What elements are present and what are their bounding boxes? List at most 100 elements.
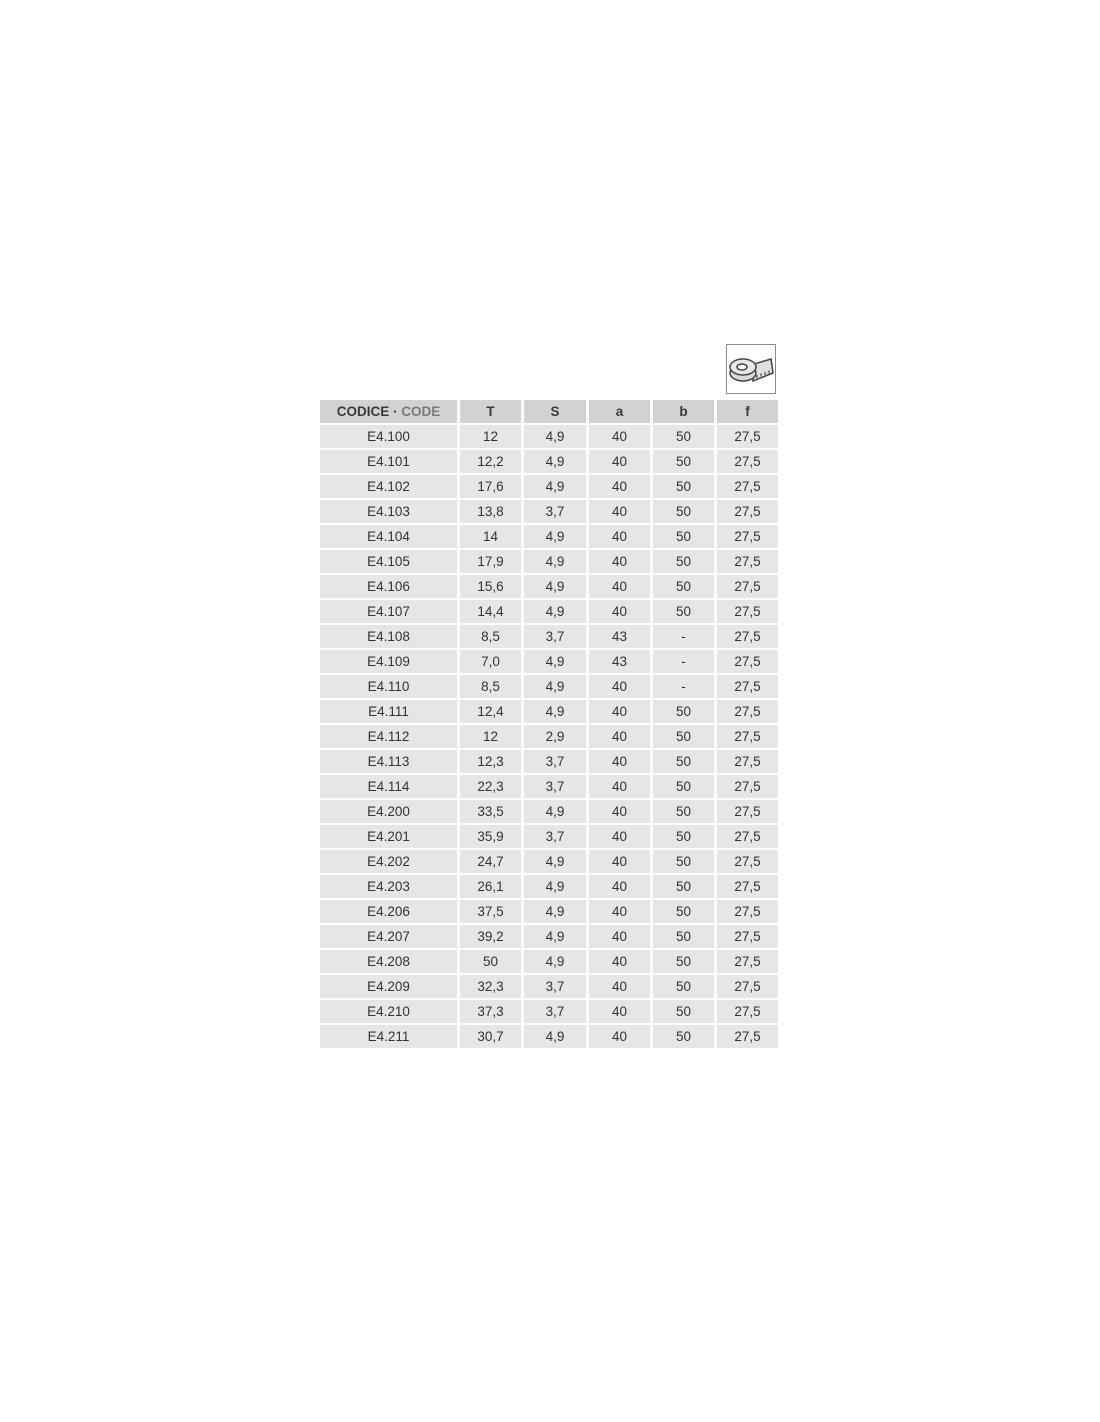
cell-f: 27,5 <box>717 800 778 824</box>
cell-T: 22,3 <box>460 775 521 799</box>
cell-code: E4.104 <box>320 525 457 549</box>
table-row: E4.209 32,3 3,7 40 50 27,5 <box>320 975 778 999</box>
cell-f: 27,5 <box>717 825 778 849</box>
cell-f: 27,5 <box>717 925 778 949</box>
cell-code: E4.210 <box>320 1000 457 1024</box>
cell-a: 40 <box>589 700 650 724</box>
table-row: E4.210 37,3 3,7 40 50 27,5 <box>320 1000 778 1024</box>
cell-S: 4,9 <box>524 700 586 724</box>
cell-T: 17,9 <box>460 550 521 574</box>
header-code: CODICE · CODE <box>320 400 457 424</box>
table-body: E4.100 12 4,9 40 50 27,5 E4.101 12,2 4,9 40 50 27,5… <box>320 425 778 1049</box>
cell-f: 27,5 <box>717 850 778 874</box>
cell-T: 15,6 <box>460 575 521 599</box>
cell-S: 4,9 <box>524 425 586 449</box>
cell-a: 43 <box>589 650 650 674</box>
cell-S: 3,7 <box>524 750 586 774</box>
header-code-en: CODE <box>401 404 441 420</box>
cell-a: 40 <box>589 800 650 824</box>
cell-a: 40 <box>589 550 650 574</box>
header-b: b <box>653 400 714 424</box>
cell-T: 12 <box>460 725 521 749</box>
cell-code: E4.209 <box>320 975 457 999</box>
table-row: E4.207 39,2 4,9 40 50 27,5 <box>320 925 778 949</box>
cell-code: E4.101 <box>320 450 457 474</box>
cell-f: 27,5 <box>717 900 778 924</box>
cell-S: 3,7 <box>524 775 586 799</box>
cell-b: 50 <box>653 550 714 574</box>
cell-b: - <box>653 650 714 674</box>
cell-T: 12,4 <box>460 700 521 724</box>
table-row: E4.202 24,7 4,9 40 50 27,5 <box>320 850 778 874</box>
cell-b: 50 <box>653 475 714 499</box>
cell-S: 4,9 <box>524 550 586 574</box>
cell-a: 40 <box>589 975 650 999</box>
cell-b: 50 <box>653 1025 714 1049</box>
cell-S: 3,7 <box>524 1000 586 1024</box>
cell-f: 27,5 <box>717 500 778 524</box>
cell-code: E4.100 <box>320 425 457 449</box>
cell-T: 7,0 <box>460 650 521 674</box>
cell-a: 40 <box>589 1000 650 1024</box>
cell-T: 37,3 <box>460 1000 521 1024</box>
cell-a: 40 <box>589 900 650 924</box>
header-separator: · <box>389 404 402 420</box>
cell-code: E4.207 <box>320 925 457 949</box>
cell-a: 43 <box>589 625 650 649</box>
cell-T: 8,5 <box>460 625 521 649</box>
cell-f: 27,5 <box>717 525 778 549</box>
cell-code: E4.109 <box>320 650 457 674</box>
cell-S: 4,9 <box>524 525 586 549</box>
cell-S: 4,9 <box>524 800 586 824</box>
cell-b: 50 <box>653 825 714 849</box>
cell-T: 17,6 <box>460 475 521 499</box>
cell-b: 50 <box>653 775 714 799</box>
cell-f: 27,5 <box>717 575 778 599</box>
cell-a: 40 <box>589 850 650 874</box>
cell-f: 27,5 <box>717 1000 778 1024</box>
cell-code: E4.108 <box>320 625 457 649</box>
cell-f: 27,5 <box>717 675 778 699</box>
cell-a: 40 <box>589 525 650 549</box>
cell-b: 50 <box>653 925 714 949</box>
table-row: E4.206 37,5 4,9 40 50 27,5 <box>320 900 778 924</box>
cell-b: 50 <box>653 725 714 749</box>
cell-code: E4.206 <box>320 900 457 924</box>
cell-T: 8,5 <box>460 675 521 699</box>
cell-a: 40 <box>589 950 650 974</box>
cell-S: 4,9 <box>524 650 586 674</box>
cell-S: 4,9 <box>524 925 586 949</box>
cell-T: 50 <box>460 950 521 974</box>
cell-f: 27,5 <box>717 750 778 774</box>
table-row: E4.112 12 2,9 40 50 27,5 <box>320 725 778 749</box>
cell-b: 50 <box>653 575 714 599</box>
table-row: E4.101 12,2 4,9 40 50 27,5 <box>320 450 778 474</box>
cell-a: 40 <box>589 925 650 949</box>
cell-a: 40 <box>589 425 650 449</box>
cell-S: 4,9 <box>524 850 586 874</box>
table-row: E4.113 12,3 3,7 40 50 27,5 <box>320 750 778 774</box>
cell-S: 3,7 <box>524 625 586 649</box>
header-f: f <box>717 400 778 424</box>
cell-a: 40 <box>589 775 650 799</box>
cell-code: E4.114 <box>320 775 457 799</box>
cell-a: 40 <box>589 600 650 624</box>
cell-a: 40 <box>589 825 650 849</box>
table-row: E4.201 35,9 3,7 40 50 27,5 <box>320 825 778 849</box>
cell-S: 3,7 <box>524 975 586 999</box>
cell-T: 14 <box>460 525 521 549</box>
cell-b: 50 <box>653 425 714 449</box>
cell-b: 50 <box>653 900 714 924</box>
cell-T: 30,7 <box>460 1025 521 1049</box>
cell-S: 4,9 <box>524 675 586 699</box>
table-header-row: CODICE · CODE T S a b f <box>320 400 778 424</box>
cell-T: 37,5 <box>460 900 521 924</box>
cell-a: 40 <box>589 675 650 699</box>
cell-code: E4.103 <box>320 500 457 524</box>
cell-T: 39,2 <box>460 925 521 949</box>
table-row: E4.104 14 4,9 40 50 27,5 <box>320 525 778 549</box>
cell-a: 40 <box>589 750 650 774</box>
cell-a: 40 <box>589 500 650 524</box>
cell-code: E4.202 <box>320 850 457 874</box>
cell-S: 4,9 <box>524 575 586 599</box>
